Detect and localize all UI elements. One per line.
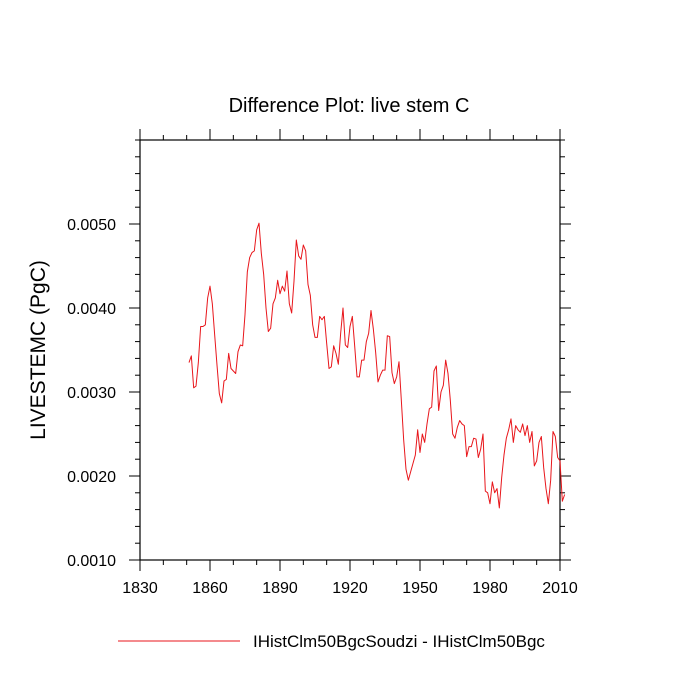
plot-frame	[139, 139, 561, 561]
x-tick-label: 1980	[472, 580, 508, 597]
axis-tick-labels: 1830 1860 1890 1920 1950 1980 2010 0.0010 0.0020…	[67, 217, 578, 597]
chart-title: Difference Plot: live stem C	[229, 95, 470, 117]
x-tick-label: 2010	[542, 580, 578, 597]
legend-label: IHistClm50BgcSoudzi - IHistClm50Bgc	[253, 632, 545, 651]
y-tick-label: 0.0040	[67, 301, 116, 318]
y-tick-label: 0.0010	[67, 553, 116, 570]
x-tick-label: 1890	[262, 580, 298, 597]
axis-ticks	[129, 129, 571, 571]
x-tick-label: 1950	[402, 580, 438, 597]
y-tick-label: 0.0030	[67, 385, 116, 402]
series-layer	[188, 222, 566, 509]
y-tick-label: 0.0020	[67, 469, 116, 486]
series-line	[188, 222, 566, 509]
y-axis-label: LIVESTEMC (PgC)	[27, 260, 50, 440]
x-tick-label: 1920	[332, 580, 368, 597]
plot-area	[139, 139, 561, 561]
legend: IHistClm50BgcSoudzi - IHistClm50Bgc	[118, 632, 545, 651]
y-tick-label: 0.0050	[67, 217, 116, 234]
x-tick-label: 1860	[192, 580, 228, 597]
x-tick-label: 1830	[122, 580, 158, 597]
